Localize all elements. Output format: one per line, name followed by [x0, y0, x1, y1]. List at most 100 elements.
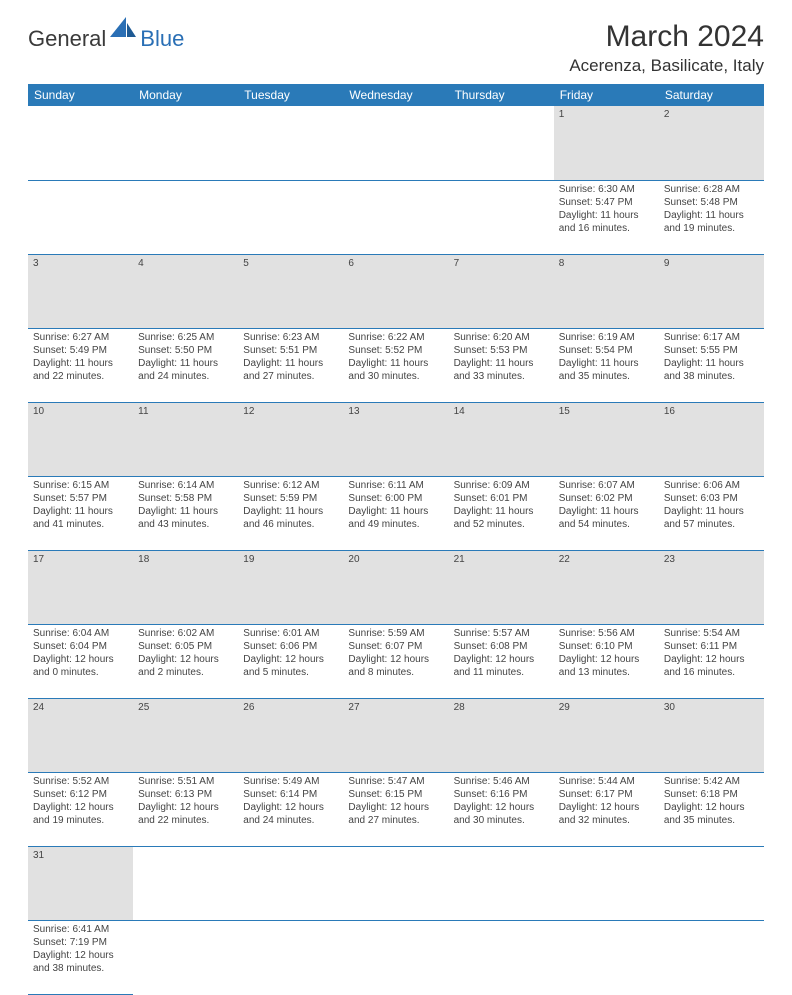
sunrise-text: Sunrise: 6:02 AM — [138, 627, 233, 640]
empty-cell — [133, 106, 238, 180]
sunset-text: Sunset: 5:59 PM — [243, 492, 338, 505]
weekday-header: Sunday — [28, 84, 133, 106]
day-cell: Sunrise: 6:12 AMSunset: 5:59 PMDaylight:… — [238, 476, 343, 550]
daylight-text: and 46 minutes. — [243, 518, 338, 531]
day-number-cell: 9 — [659, 254, 764, 328]
day-number-row: 12 — [28, 106, 764, 180]
daylight-text: and 49 minutes. — [348, 518, 443, 531]
sunset-text: Sunset: 6:14 PM — [243, 788, 338, 801]
daylight-text: Daylight: 12 hours — [454, 801, 549, 814]
day-number-cell: 23 — [659, 550, 764, 624]
page-header: General Blue March 2024 Acerenza, Basili… — [28, 20, 764, 76]
daylight-text: and 22 minutes. — [138, 814, 233, 827]
daylight-text: Daylight: 11 hours — [348, 505, 443, 518]
sunrise-text: Sunrise: 5:49 AM — [243, 775, 338, 788]
daylight-text: and 41 minutes. — [33, 518, 128, 531]
day-number-cell: 6 — [343, 254, 448, 328]
day-detail-row: Sunrise: 6:04 AMSunset: 6:04 PMDaylight:… — [28, 624, 764, 698]
day-number-cell: 11 — [133, 402, 238, 476]
empty-cell — [238, 180, 343, 254]
sunrise-text: Sunrise: 5:44 AM — [559, 775, 654, 788]
daylight-text: Daylight: 11 hours — [664, 505, 759, 518]
day-cell: Sunrise: 5:42 AMSunset: 6:18 PMDaylight:… — [659, 772, 764, 846]
daylight-text: and 0 minutes. — [33, 666, 128, 679]
daylight-text: and 57 minutes. — [664, 518, 759, 531]
daylight-text: Daylight: 12 hours — [243, 801, 338, 814]
calendar-table: SundayMondayTuesdayWednesdayThursdayFrid… — [28, 84, 764, 995]
sunset-text: Sunset: 5:52 PM — [348, 344, 443, 357]
empty-cell — [133, 846, 238, 920]
sunset-text: Sunset: 5:53 PM — [454, 344, 549, 357]
day-cell: Sunrise: 5:56 AMSunset: 6:10 PMDaylight:… — [554, 624, 659, 698]
empty-cell — [238, 846, 343, 920]
day-number-cell: 30 — [659, 698, 764, 772]
sunrise-text: Sunrise: 6:14 AM — [138, 479, 233, 492]
day-detail-row: Sunrise: 6:27 AMSunset: 5:49 PMDaylight:… — [28, 328, 764, 402]
daylight-text: Daylight: 11 hours — [559, 357, 654, 370]
day-number-row: 24252627282930 — [28, 698, 764, 772]
day-number-cell: 27 — [343, 698, 448, 772]
empty-cell — [343, 920, 448, 994]
weekday-header: Monday — [133, 84, 238, 106]
day-number-cell: 16 — [659, 402, 764, 476]
day-cell: Sunrise: 6:27 AMSunset: 5:49 PMDaylight:… — [28, 328, 133, 402]
day-cell: Sunrise: 5:52 AMSunset: 6:12 PMDaylight:… — [28, 772, 133, 846]
day-number-cell: 4 — [133, 254, 238, 328]
sunset-text: Sunset: 6:06 PM — [243, 640, 338, 653]
title-block: March 2024 Acerenza, Basilicate, Italy — [569, 20, 764, 76]
sunrise-text: Sunrise: 5:59 AM — [348, 627, 443, 640]
day-number-cell: 18 — [133, 550, 238, 624]
sunrise-text: Sunrise: 6:01 AM — [243, 627, 338, 640]
day-number-cell: 17 — [28, 550, 133, 624]
sunset-text: Sunset: 5:54 PM — [559, 344, 654, 357]
daylight-text: and 35 minutes. — [559, 370, 654, 383]
empty-cell — [28, 180, 133, 254]
sunset-text: Sunset: 5:51 PM — [243, 344, 338, 357]
daylight-text: and 33 minutes. — [454, 370, 549, 383]
day-number-cell: 12 — [238, 402, 343, 476]
day-cell: Sunrise: 5:59 AMSunset: 6:07 PMDaylight:… — [343, 624, 448, 698]
sunset-text: Sunset: 6:16 PM — [454, 788, 549, 801]
day-number-cell: 29 — [554, 698, 659, 772]
day-cell: Sunrise: 6:22 AMSunset: 5:52 PMDaylight:… — [343, 328, 448, 402]
empty-cell — [238, 106, 343, 180]
daylight-text: Daylight: 12 hours — [559, 653, 654, 666]
daylight-text: Daylight: 12 hours — [664, 653, 759, 666]
sunset-text: Sunset: 6:07 PM — [348, 640, 443, 653]
weekday-header: Tuesday — [238, 84, 343, 106]
sunrise-text: Sunrise: 6:41 AM — [33, 923, 128, 936]
sunset-text: Sunset: 6:03 PM — [664, 492, 759, 505]
daylight-text: and 13 minutes. — [559, 666, 654, 679]
daylight-text: and 43 minutes. — [138, 518, 233, 531]
location-subtitle: Acerenza, Basilicate, Italy — [569, 56, 764, 76]
empty-cell — [133, 180, 238, 254]
daylight-text: Daylight: 11 hours — [559, 505, 654, 518]
day-detail-row: Sunrise: 6:15 AMSunset: 5:57 PMDaylight:… — [28, 476, 764, 550]
day-number-row: 31 — [28, 846, 764, 920]
logo: General Blue — [28, 26, 184, 52]
day-detail-row: Sunrise: 5:52 AMSunset: 6:12 PMDaylight:… — [28, 772, 764, 846]
sunset-text: Sunset: 6:17 PM — [559, 788, 654, 801]
daylight-text: Daylight: 12 hours — [559, 801, 654, 814]
day-cell: Sunrise: 6:04 AMSunset: 6:04 PMDaylight:… — [28, 624, 133, 698]
empty-cell — [449, 846, 554, 920]
weekday-header: Wednesday — [343, 84, 448, 106]
sunrise-text: Sunrise: 6:27 AM — [33, 331, 128, 344]
daylight-text: and 5 minutes. — [243, 666, 338, 679]
day-cell: Sunrise: 5:44 AMSunset: 6:17 PMDaylight:… — [554, 772, 659, 846]
daylight-text: and 35 minutes. — [664, 814, 759, 827]
daylight-text: Daylight: 12 hours — [33, 801, 128, 814]
sunrise-text: Sunrise: 6:19 AM — [559, 331, 654, 344]
sunset-text: Sunset: 6:12 PM — [33, 788, 128, 801]
day-number-cell: 15 — [554, 402, 659, 476]
weekday-header: Friday — [554, 84, 659, 106]
daylight-text: Daylight: 12 hours — [664, 801, 759, 814]
weekday-header: Thursday — [449, 84, 554, 106]
daylight-text: Daylight: 12 hours — [454, 653, 549, 666]
sunset-text: Sunset: 5:47 PM — [559, 196, 654, 209]
sunset-text: Sunset: 6:05 PM — [138, 640, 233, 653]
day-number-cell: 14 — [449, 402, 554, 476]
daylight-text: and 32 minutes. — [559, 814, 654, 827]
day-number-cell: 2 — [659, 106, 764, 180]
daylight-text: Daylight: 12 hours — [348, 801, 443, 814]
